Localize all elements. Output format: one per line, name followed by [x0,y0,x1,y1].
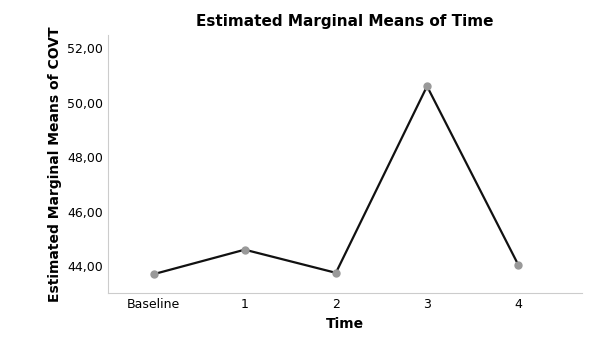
Title: Estimated Marginal Means of Time: Estimated Marginal Means of Time [196,14,494,29]
X-axis label: Time: Time [326,317,364,331]
Y-axis label: Estimated Marginal Means of COVT: Estimated Marginal Means of COVT [47,26,62,302]
